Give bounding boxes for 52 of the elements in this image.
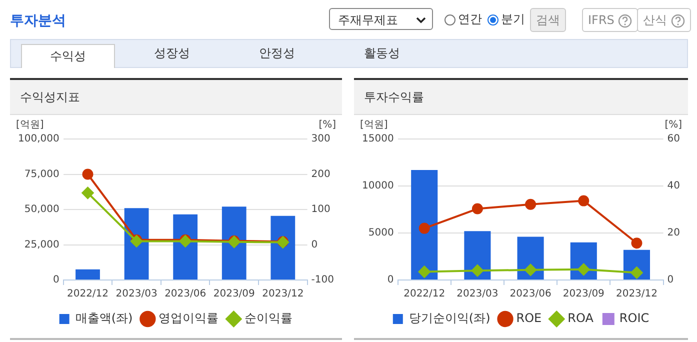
legend-label: 당기순이익(좌) [408,311,490,326]
legend-label: 순이익률 [244,311,293,326]
y2-axis-title: [%] [664,120,682,131]
text: 주재무제표 [329,8,433,30]
legend-label: ROIC [619,311,650,326]
y-tick-label: 100,000 [18,134,60,145]
x-tick-label: 2023/03 [116,288,158,300]
text: IFRS [582,8,638,32]
x-tick-label: 2023/03 [456,288,498,300]
text: 분기 [500,11,525,28]
legend-label: ROE [516,311,542,326]
y-tick-label: 25,000 [24,239,60,250]
legend-label: 영업이익률 [158,311,219,326]
x-tick-label: 2022/12 [404,288,446,300]
y-axis-title: [억원] [16,120,44,131]
text: 수익성 [21,44,115,68]
x-tick-label: 2023/12 [262,288,304,300]
x-tick-label: 2022/12 [66,288,109,300]
x-tick-label: 2023/09 [213,288,255,300]
y2-tick-label: -100 [311,274,334,286]
text: 성장성 [153,45,191,62]
x-tick-label: 2023/09 [562,288,604,300]
text: 투자분석 [10,12,66,30]
legend-label: ROA [568,311,594,326]
y-tick-label: 50,000 [24,204,60,216]
y2-tick-label: 0 [311,239,318,250]
y-tick-label: 5000 [368,228,394,239]
y-tick-label: 75,000 [24,168,60,180]
y2-tick-label: 20 [667,228,680,239]
legend-label: 매출액(좌) [75,311,133,326]
y-tick-label: 0 [387,274,394,286]
text: 산식 [637,8,691,32]
y2-tick-label: 40 [667,180,680,192]
y2-tick-label: 100 [311,204,330,216]
y-tick-label: 10000 [362,180,394,192]
text: 안정성 [258,45,296,62]
y2-axis-title: [%] [318,120,336,131]
text: 활동성 [363,45,401,62]
x-tick-label: 2023/06 [510,288,552,300]
y2-tick-label: 300 [311,134,330,145]
y2-tick-label: 60 [667,134,680,145]
x-tick-label: 2023/06 [164,288,206,300]
x-tick-label: 2023/12 [616,288,658,300]
chart-title: 수익성지표 [10,80,342,115]
y-axis-title: [억원] [360,120,388,131]
text: 연간 [457,11,482,28]
text: 검색 [530,8,566,32]
y2-tick-label: 0 [667,274,674,286]
y2-tick-label: 200 [311,168,330,180]
chart-title: 투자수익률 [354,80,688,115]
y-tick-label: 0 [52,274,60,286]
y-tick-label: 15000 [362,134,394,145]
